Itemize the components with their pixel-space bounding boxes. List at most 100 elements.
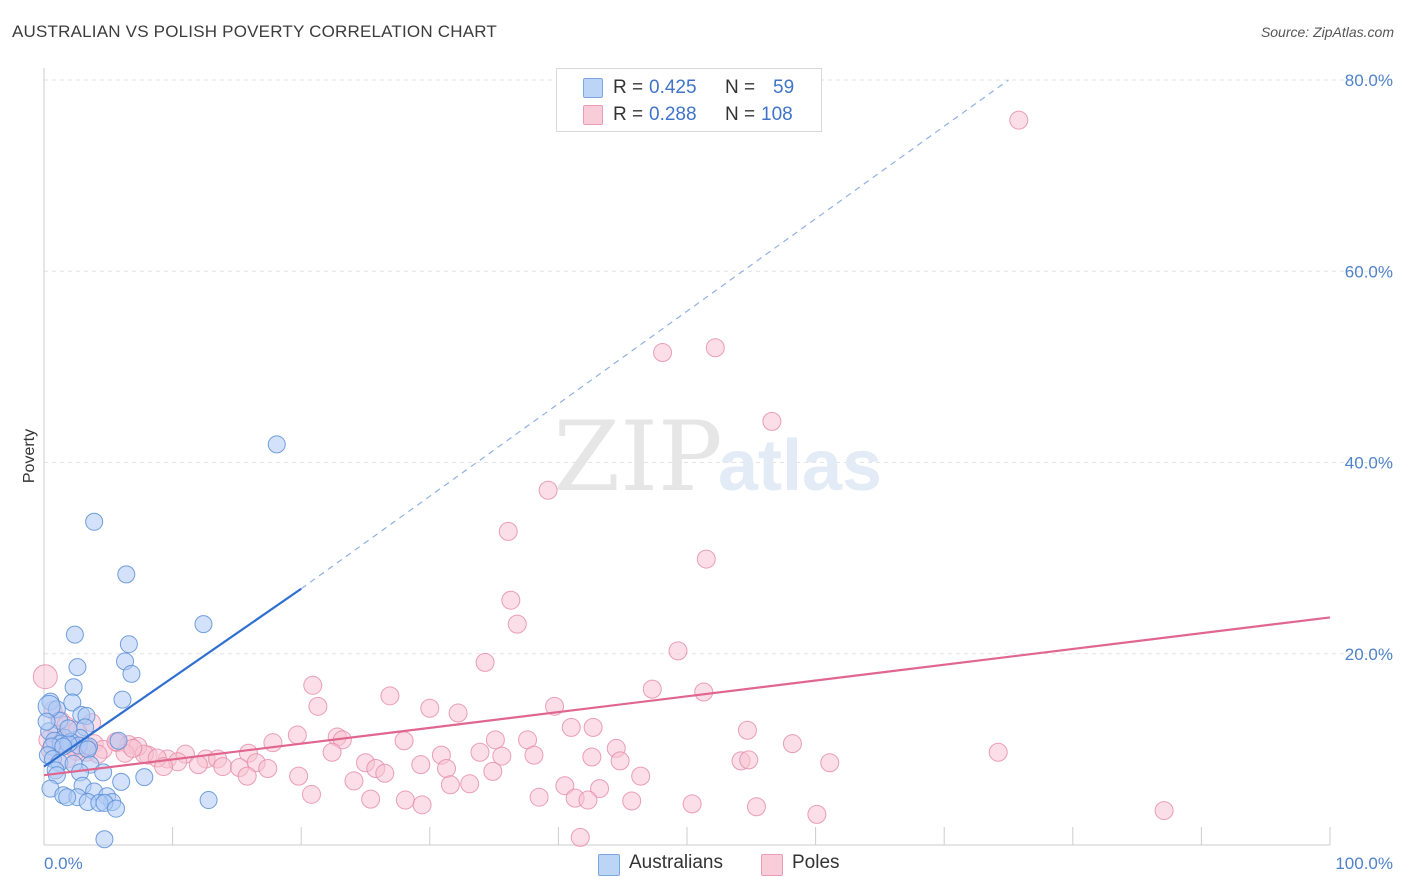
poles-point — [746, 797, 766, 817]
chart-title: AUSTRALIAN VS POLISH POVERTY CORRELATION… — [12, 22, 498, 41]
poles-point — [460, 774, 480, 794]
poles-point — [653, 343, 673, 363]
poles-point — [570, 827, 590, 847]
poles-point — [470, 742, 490, 762]
australians-point — [95, 830, 114, 849]
legend-n-value: 108 — [761, 104, 793, 125]
x-tick-label-min: 0.0% — [44, 854, 83, 873]
poles-point — [582, 747, 602, 767]
series-legend: Australians Poles — [0, 852, 1406, 878]
poles-point — [545, 696, 565, 716]
australians-point — [112, 772, 131, 791]
poles-point — [583, 717, 603, 737]
poles-point — [188, 755, 208, 775]
legend-r-value: 0.425 — [649, 77, 697, 98]
australians-point — [37, 712, 56, 731]
legend-r-label: R = — [613, 104, 644, 125]
australians-trend-extension — [300, 79, 1009, 590]
poles-point — [123, 738, 143, 758]
australians-points — [37, 435, 286, 849]
poles-point — [524, 745, 544, 765]
poles-point — [361, 789, 381, 809]
poles-point — [394, 731, 414, 751]
australians-point — [65, 625, 84, 644]
y-tick-label: 20.0% — [1345, 645, 1393, 664]
poles-swatch — [583, 105, 603, 125]
watermark-zip: ZIP — [553, 401, 722, 513]
poles-point — [289, 766, 309, 786]
poles-point — [301, 784, 321, 804]
poles-point — [475, 652, 495, 672]
australians-swatch — [583, 78, 603, 98]
australians-point — [113, 690, 132, 709]
australians-point — [199, 791, 218, 810]
poles-point — [694, 682, 714, 702]
australians-point — [122, 664, 141, 683]
poles-point — [1009, 110, 1029, 130]
australians-trend-line — [43, 587, 302, 768]
poles-point — [782, 734, 802, 754]
poles-trend-line — [43, 616, 1331, 777]
poles-point — [631, 766, 651, 786]
poles-point — [498, 521, 518, 541]
australians-point — [68, 658, 87, 677]
poles-point — [308, 696, 328, 716]
legend-n-label: N = — [725, 77, 756, 98]
poles-point — [258, 759, 278, 778]
poles-point — [395, 790, 415, 810]
australians-point — [78, 740, 97, 759]
poles-point — [375, 763, 395, 783]
poles-point — [380, 686, 400, 706]
poles-legend-label: Poles — [792, 852, 840, 873]
y-axis-label: Poverty — [21, 429, 38, 483]
poles-point — [507, 614, 527, 634]
australians-point — [194, 615, 213, 634]
poles-point — [448, 703, 468, 723]
australians-point — [85, 512, 104, 531]
poles-point — [737, 720, 757, 740]
australians-point — [107, 799, 126, 818]
australians-point — [59, 719, 78, 738]
poles-point — [705, 338, 725, 358]
poles-legend-swatch — [761, 854, 783, 876]
poles-point — [322, 742, 342, 762]
australians-legend-swatch — [598, 854, 620, 876]
poles-point — [561, 717, 581, 737]
poles-point — [483, 761, 503, 781]
poles-point — [807, 804, 827, 824]
poles-point — [682, 794, 702, 814]
poles-point — [642, 679, 662, 699]
poles-point — [1154, 801, 1174, 821]
legend-r-value: 0.288 — [649, 104, 697, 125]
poles-point — [237, 766, 257, 786]
correlation-legend: R = 0.425 N = 59 R = 0.288 N = 108 — [556, 68, 822, 132]
poles-point — [437, 759, 457, 778]
poles-point — [538, 480, 558, 500]
poles-point — [412, 795, 432, 815]
poles-point — [287, 725, 307, 745]
y-tick-label: 40.0% — [1345, 454, 1393, 473]
poles-point — [303, 675, 323, 695]
grid — [44, 79, 1393, 655]
poles-point — [420, 698, 440, 718]
poles-point — [610, 751, 630, 771]
australians-point — [63, 693, 82, 712]
poles-point — [213, 757, 233, 777]
poles-point — [529, 787, 549, 807]
poles-point — [820, 753, 840, 773]
poles-point — [622, 791, 642, 811]
watermark-atlas: atlas — [718, 426, 882, 506]
poles-point — [739, 750, 759, 770]
poles-point — [668, 641, 688, 661]
legend-n-label: N = — [725, 104, 756, 125]
australians-point — [117, 565, 136, 584]
y-tick-label: 80.0% — [1345, 71, 1393, 90]
source-label: Source: ZipAtlas.com — [1260, 24, 1394, 40]
poles-point — [492, 746, 512, 766]
australians-legend-label: Australians — [629, 852, 723, 873]
australians-point — [119, 635, 138, 654]
legend-row-poles: R = 0.288 N = 108 — [557, 102, 821, 128]
legend-r-label: R = — [613, 77, 644, 98]
poles-point — [988, 742, 1008, 762]
